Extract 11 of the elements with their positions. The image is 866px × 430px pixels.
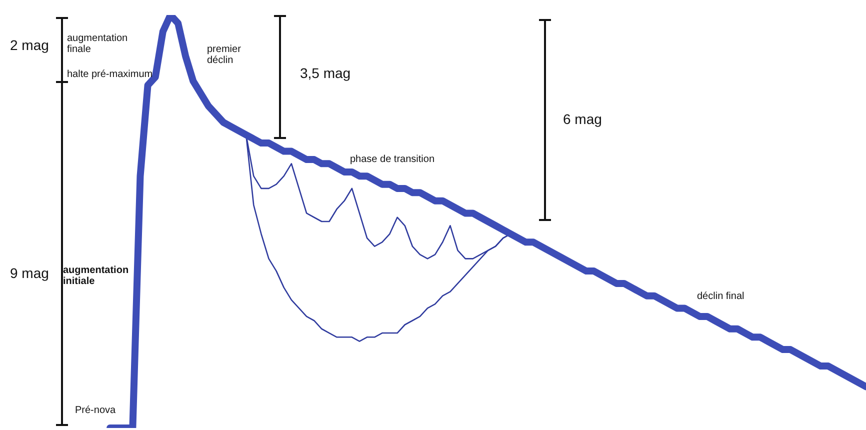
annotation: premier déclin bbox=[207, 44, 242, 66]
text: 2 mag bbox=[10, 37, 50, 53]
annotation: halte pré-maximum bbox=[67, 69, 154, 80]
annotation: déclin final bbox=[697, 291, 746, 302]
annotation: augmentation initiale bbox=[63, 265, 130, 287]
text: 9 mag bbox=[10, 265, 50, 281]
annotation: 3,5 mag bbox=[300, 65, 352, 81]
annotation: 6 mag bbox=[563, 111, 603, 127]
annotation: Pré-nova bbox=[75, 405, 117, 416]
annotation: augmentation finale bbox=[67, 33, 129, 55]
annotation: phase de transition bbox=[350, 154, 436, 166]
